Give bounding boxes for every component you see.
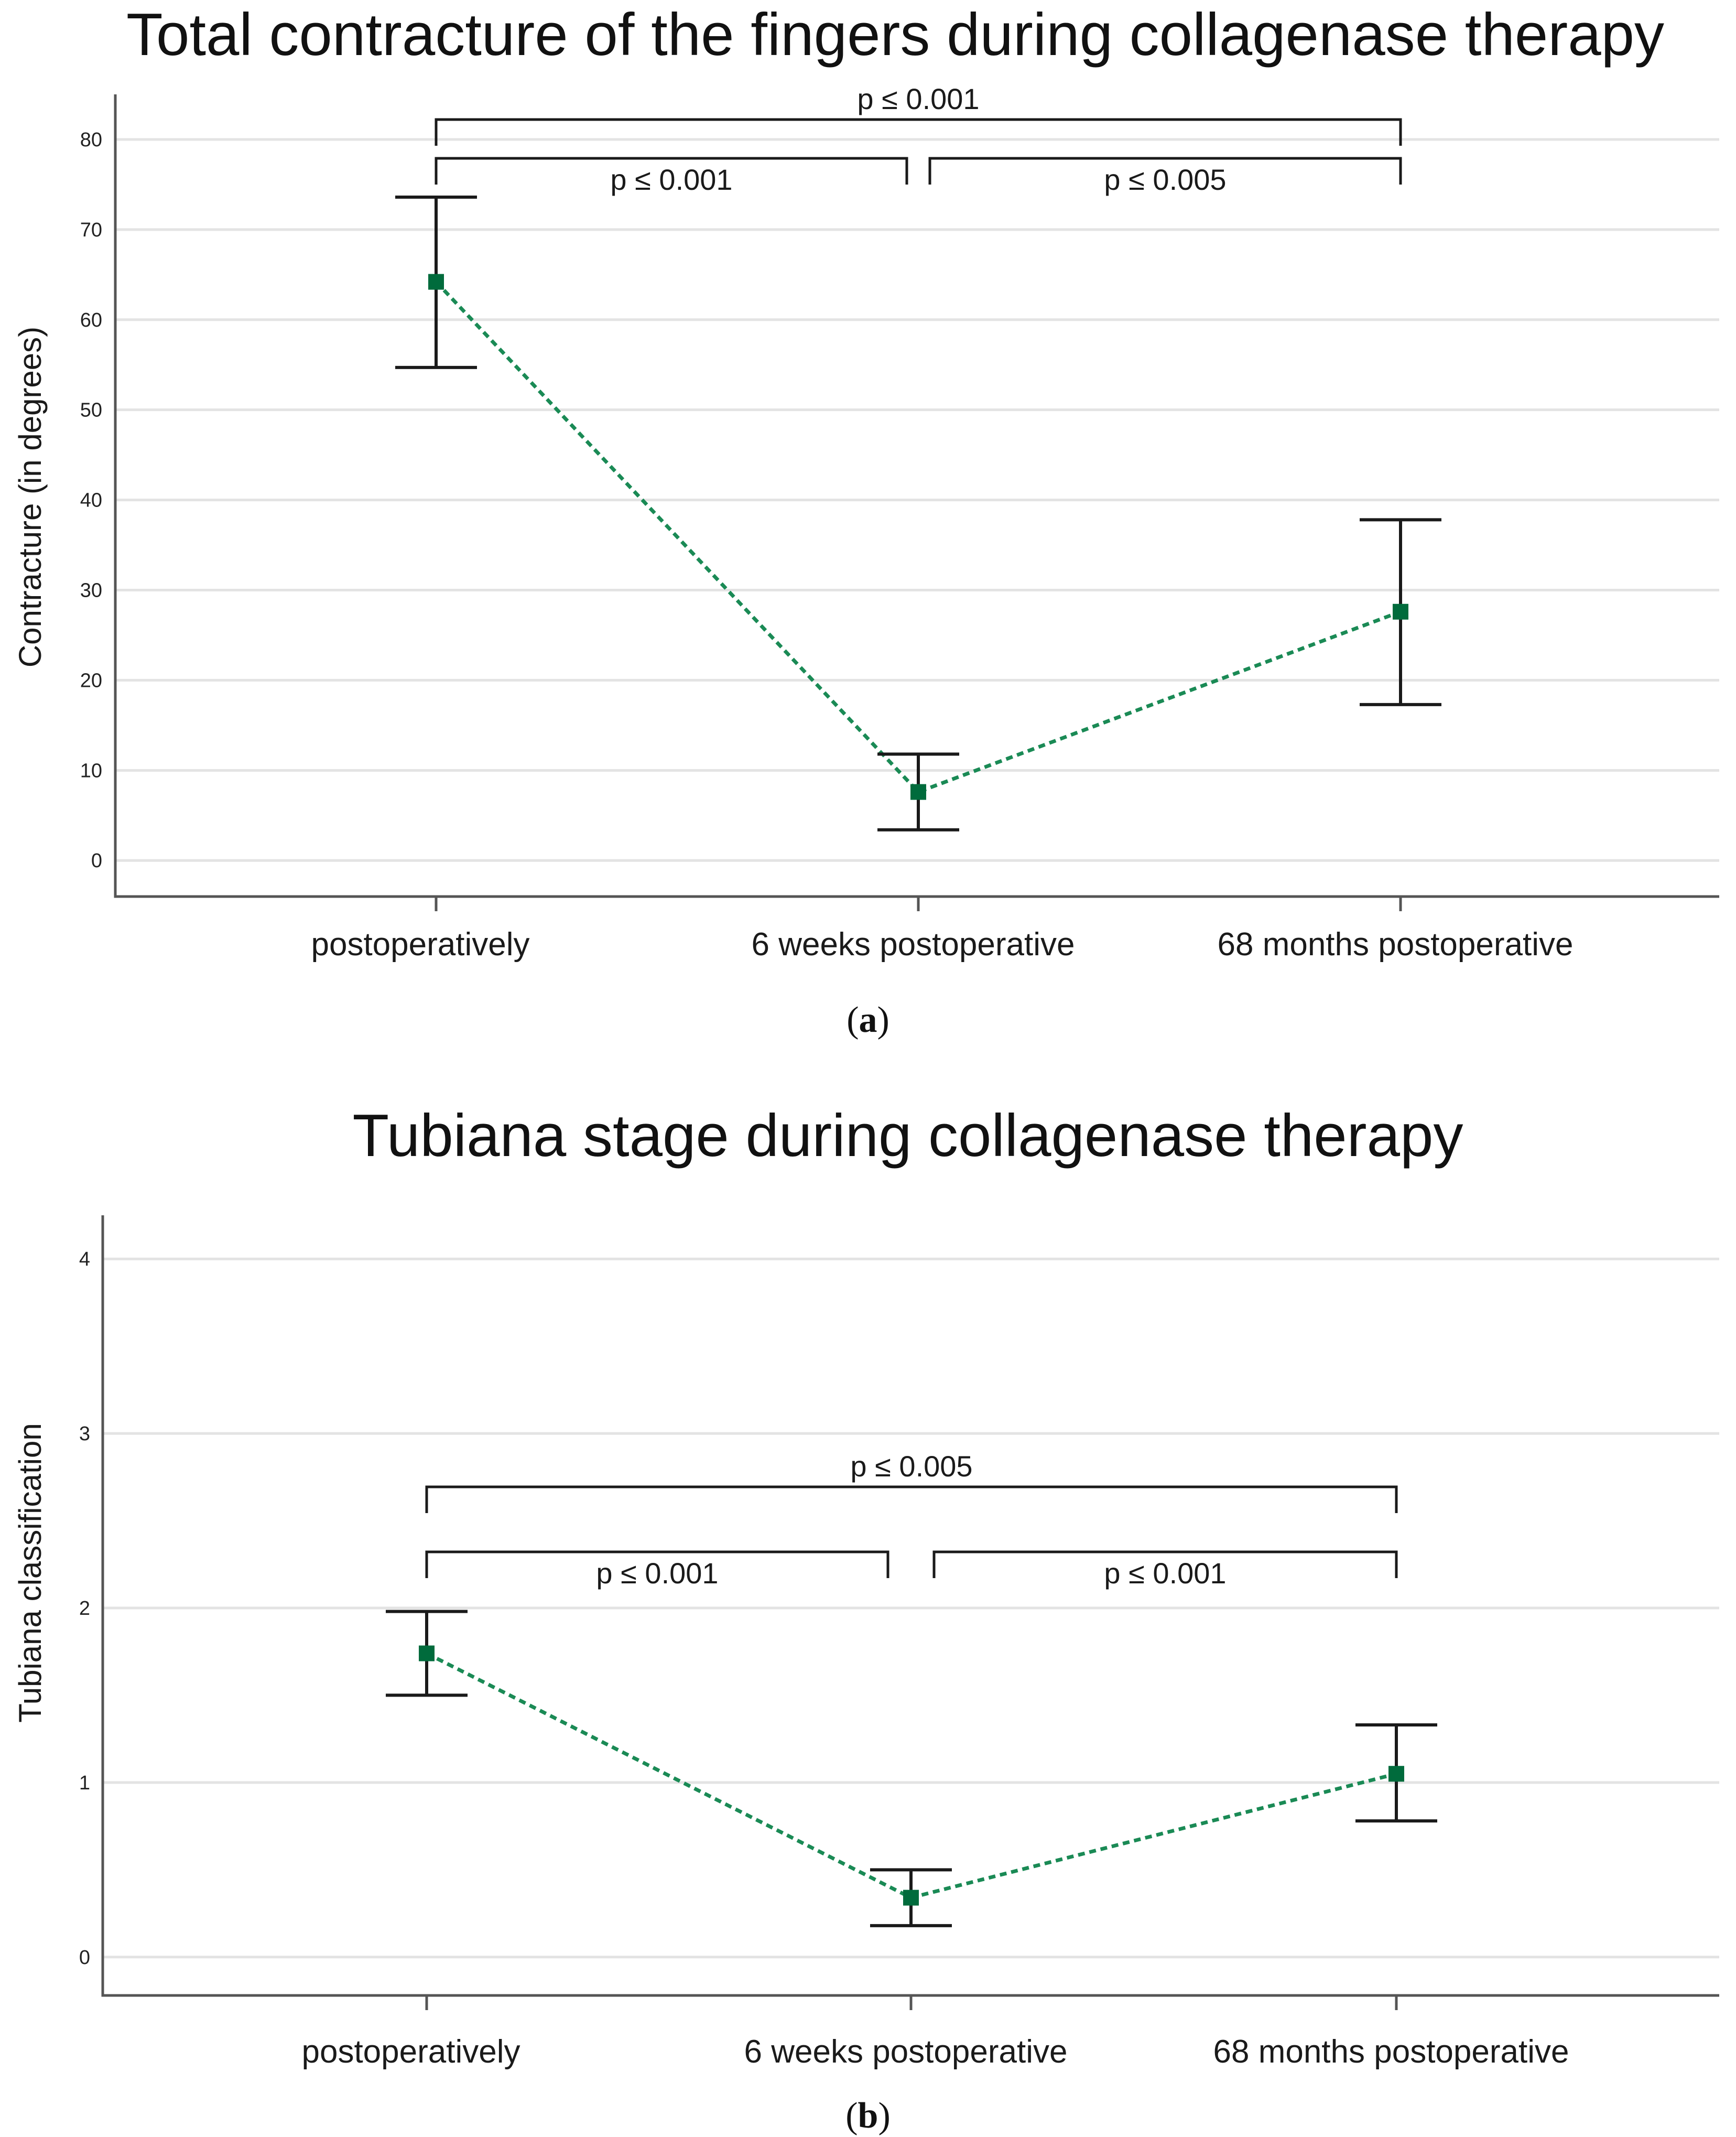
significance-label: p ≤ 0.005 xyxy=(850,1450,972,1483)
significance-bracket xyxy=(932,1550,1398,1578)
data-point-marker xyxy=(419,1645,435,1661)
significance-bracket xyxy=(928,157,1402,185)
y-tick-label: 0 xyxy=(91,850,102,872)
panel-label-a: (a) xyxy=(847,1000,889,1040)
series-line xyxy=(435,280,1402,794)
category-label: postoperatively xyxy=(301,2034,520,2070)
y-tick-label: 4 xyxy=(79,1248,90,1270)
axis-lines-a xyxy=(114,94,1719,898)
y-tick-label: 30 xyxy=(80,580,102,602)
significance-bracket xyxy=(435,157,908,185)
series-plot-b xyxy=(386,1610,1437,1927)
series-line xyxy=(426,1652,1397,1900)
data-point-marker xyxy=(903,1890,919,1906)
chart-title-a: Total contracture of the fingers during … xyxy=(126,2,1664,68)
y-tick-label: 2 xyxy=(79,1598,90,1620)
significance-brackets-a: p ≤ 0.001 p ≤ 0.001 p ≤ 0.005 xyxy=(435,82,1402,196)
gridlines-a xyxy=(115,138,1719,862)
significance-label: p ≤ 0.001 xyxy=(1104,1557,1226,1590)
panel-letter-b: b xyxy=(858,2096,878,2136)
significance-bracket xyxy=(435,118,1402,146)
y-tick-label: 0 xyxy=(79,1947,90,1969)
y-tick-label: 80 xyxy=(80,129,102,151)
chart-title-b: Tubiana stage during collagenase therapy xyxy=(353,1103,1463,1169)
panel-label-b: (b) xyxy=(845,2096,891,2136)
category-label: 6 weeks postoperative xyxy=(744,2034,1068,2070)
x-category-labels-a: postoperatively 6 weeks postoperative 68… xyxy=(311,926,1573,963)
x-ticks-b xyxy=(425,1995,1398,2010)
chart-panel-a: Total contracture of the fingers during … xyxy=(13,2,1719,1040)
y-tick-labels-a: 0 10 20 30 40 50 60 70 80 xyxy=(80,129,102,872)
panel-letter-a: a xyxy=(859,1000,877,1040)
y-tick-label: 40 xyxy=(80,490,102,512)
y-axis-label-b: Tubiana classification xyxy=(13,1423,48,1722)
significance-label: p ≤ 0.001 xyxy=(596,1557,718,1590)
category-label: postoperatively xyxy=(311,926,529,963)
data-point-marker xyxy=(1388,1766,1404,1782)
y-tick-label: 10 xyxy=(80,760,102,782)
y-tick-label: 20 xyxy=(80,670,102,692)
category-label: 68 months postoperative xyxy=(1218,926,1574,963)
significance-brackets-b: p ≤ 0.005 p ≤ 0.001 p ≤ 0.001 xyxy=(425,1450,1398,1590)
significance-bracket xyxy=(425,1550,889,1578)
y-tick-label: 1 xyxy=(79,1772,90,1794)
significance-label: p ≤ 0.001 xyxy=(610,163,732,196)
data-point-marker xyxy=(910,784,926,800)
axis-lines-b xyxy=(101,1215,1719,1997)
y-tick-label: 60 xyxy=(80,309,102,331)
significance-label: p ≤ 0.001 xyxy=(857,82,979,115)
data-point-marker xyxy=(1393,603,1408,620)
significance-label: p ≤ 0.005 xyxy=(1104,163,1226,196)
data-point-marker xyxy=(428,274,444,290)
x-category-labels-b: postoperatively 6 weeks postoperative 68… xyxy=(301,2034,1569,2070)
category-label: 68 months postoperative xyxy=(1213,2034,1569,2070)
y-axis-label-a: Contracture (in degrees) xyxy=(13,327,48,667)
series-plot-a xyxy=(395,195,1441,832)
y-tick-label: 70 xyxy=(80,219,102,241)
y-tick-label: 3 xyxy=(79,1423,90,1445)
category-label: 6 weeks postoperative xyxy=(752,926,1075,963)
significance-bracket xyxy=(425,1485,1398,1513)
x-ticks-a xyxy=(435,897,1402,911)
chart-panel-b: Tubiana stage during collagenase therapy… xyxy=(13,1103,1719,2136)
y-tick-labels-b: 0 1 2 3 4 xyxy=(79,1248,90,1969)
gridlines-b xyxy=(103,1257,1719,1959)
y-tick-label: 50 xyxy=(80,400,102,422)
